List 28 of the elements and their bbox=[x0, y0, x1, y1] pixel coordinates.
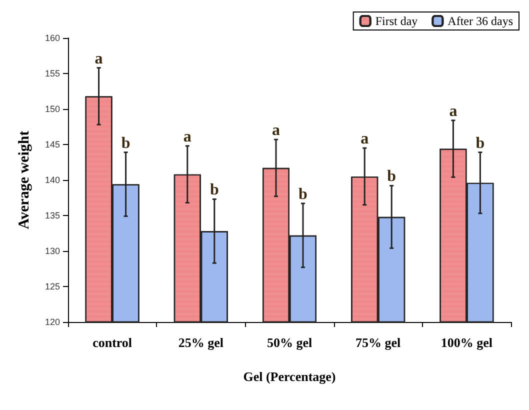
x-tick-label: 25% gel bbox=[178, 335, 224, 350]
y-tick-label: 150 bbox=[44, 104, 60, 114]
y-tick-label: 140 bbox=[44, 175, 60, 185]
y-tick-label: 155 bbox=[44, 68, 60, 78]
y-tick-label: 135 bbox=[44, 210, 60, 220]
y-tick-label: 125 bbox=[44, 282, 60, 292]
y-tick-label: 145 bbox=[44, 140, 60, 150]
x-tick-label: 75% gel bbox=[356, 335, 402, 350]
x-tick-label: 100% gel bbox=[440, 335, 493, 350]
legend-label: First day bbox=[375, 14, 418, 28]
x-tick-label: control bbox=[92, 335, 132, 350]
x-tick-label: 50% gel bbox=[266, 335, 312, 350]
x-axis-title: Gel (Percentage) bbox=[243, 369, 336, 384]
annotation: a bbox=[360, 130, 369, 148]
y-axis-title: Average weight bbox=[16, 130, 32, 230]
annotation: a bbox=[272, 122, 280, 140]
annotation: a bbox=[94, 50, 103, 68]
legend-label: After 36 days bbox=[448, 14, 514, 28]
annotation: b bbox=[121, 134, 130, 152]
annotation: b bbox=[387, 168, 396, 186]
annotation: a bbox=[183, 128, 192, 146]
y-tick-label: 160 bbox=[44, 33, 60, 43]
y-tick-label: 130 bbox=[44, 246, 60, 256]
annotation: b bbox=[210, 182, 219, 199]
annotation: a bbox=[449, 102, 458, 120]
annotation: b bbox=[476, 134, 485, 152]
annotation: b bbox=[298, 186, 308, 203]
y-tick-label: 120 bbox=[44, 317, 60, 327]
